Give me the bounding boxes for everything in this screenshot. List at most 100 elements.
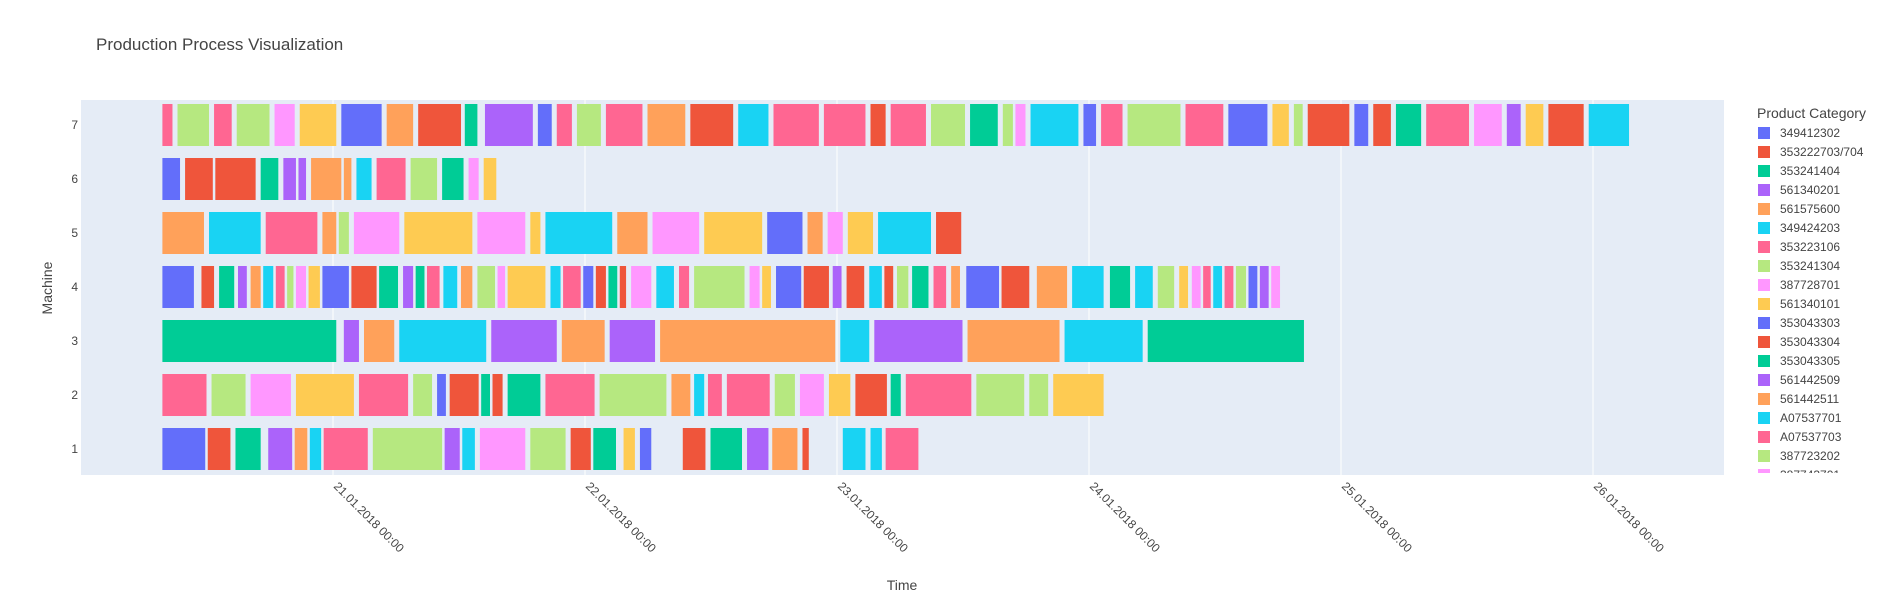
task-bar	[162, 212, 204, 254]
legend-label[interactable]: 353241304	[1780, 259, 1840, 273]
task-bar	[1053, 374, 1104, 416]
y-tick-label: 1	[71, 442, 78, 456]
legend-label[interactable]: 353043303	[1780, 316, 1840, 330]
legend-label[interactable]: 561442509	[1780, 373, 1840, 387]
legend-swatch	[1758, 412, 1770, 424]
task-bar	[287, 266, 294, 308]
legend-label[interactable]: 561575600	[1780, 202, 1840, 216]
task-bar	[631, 266, 652, 308]
task-bar	[311, 158, 342, 200]
task-bar	[1525, 104, 1544, 146]
task-bar	[656, 266, 674, 308]
legend-label[interactable]: A07537703	[1780, 430, 1842, 444]
legend-label[interactable]: 387743701	[1780, 468, 1840, 482]
task-bar	[323, 428, 368, 470]
task-bar	[561, 320, 605, 362]
task-bar	[177, 104, 210, 146]
task-bar	[870, 428, 882, 470]
x-tick-label: 23.01.2018 00:00	[835, 479, 911, 555]
task-bar	[162, 374, 207, 416]
task-bar	[599, 374, 667, 416]
legend-label[interactable]: 387723202	[1780, 449, 1840, 463]
legend-label[interactable]: 353241404	[1780, 164, 1840, 178]
chart-title: Production Process Visualization	[96, 35, 343, 54]
legend-label[interactable]: 561340101	[1780, 297, 1840, 311]
legend-label[interactable]: 349424203	[1780, 221, 1840, 235]
y-axis-ticks: 1 2 3 4 5 6 7	[71, 118, 78, 456]
task-bar	[1030, 104, 1079, 146]
task-bar	[162, 158, 181, 200]
legend-label[interactable]: 349412302	[1780, 126, 1840, 140]
y-tick-label: 3	[71, 334, 78, 348]
task-bar	[492, 374, 503, 416]
task-bar	[403, 266, 414, 308]
legend: Product Category 349412302353222703/7043…	[1757, 105, 1866, 482]
task-bar	[1036, 266, 1068, 308]
task-bar	[726, 374, 770, 416]
task-bar	[660, 320, 836, 362]
task-bar	[275, 266, 285, 308]
task-bar	[1029, 374, 1049, 416]
task-bar	[358, 374, 409, 416]
task-bar	[842, 428, 866, 470]
task-bar	[1064, 320, 1143, 362]
y-tick-label: 4	[71, 280, 78, 294]
task-bar	[617, 212, 648, 254]
task-bar	[1147, 320, 1304, 362]
task-bar	[283, 158, 296, 200]
task-bar	[442, 158, 464, 200]
legend-label[interactable]: 387728701	[1780, 278, 1840, 292]
legend-swatch	[1758, 279, 1770, 291]
task-bar	[545, 374, 595, 416]
task-bar	[832, 266, 842, 308]
task-bar	[690, 104, 734, 146]
legend-label[interactable]: 353223106	[1780, 240, 1840, 254]
legend-swatch	[1758, 184, 1770, 196]
task-bar	[410, 158, 438, 200]
task-bar	[563, 266, 581, 308]
task-bar	[363, 320, 395, 362]
legend-label[interactable]: 353222703/704	[1780, 145, 1864, 159]
task-bar	[376, 158, 406, 200]
task-bar	[556, 104, 572, 146]
task-bar	[1228, 104, 1268, 146]
legend-label[interactable]: 561340201	[1780, 183, 1840, 197]
x-tick-label: 24.01.2018 00:00	[1087, 479, 1163, 555]
legend-swatch	[1758, 336, 1770, 348]
task-bar	[341, 104, 382, 146]
legend-label[interactable]: 353043304	[1780, 335, 1840, 349]
x-tick-label: 26.01.2018 00:00	[1591, 479, 1667, 555]
legend-items: 349412302 353222703/704 353241404 561340201…	[1758, 126, 1864, 482]
task-bar	[399, 320, 487, 362]
task-bar	[1002, 104, 1013, 146]
task-bar	[799, 374, 824, 416]
task-bar	[479, 428, 526, 470]
task-bar	[379, 266, 399, 308]
task-bar	[619, 266, 627, 308]
task-bar	[694, 266, 745, 308]
x-axis-title: Time	[887, 577, 918, 593]
task-bar	[609, 320, 656, 362]
task-bar	[353, 212, 400, 254]
task-bar	[671, 374, 691, 416]
task-bar	[767, 212, 803, 254]
task-bar	[268, 428, 293, 470]
task-bar	[497, 266, 506, 308]
legend-swatch	[1758, 127, 1770, 139]
task-bar	[828, 374, 851, 416]
bars-layer	[162, 104, 1630, 470]
task-bar	[905, 374, 972, 416]
task-bar	[1506, 104, 1521, 146]
task-bar	[1271, 266, 1281, 308]
legend-swatch	[1758, 165, 1770, 177]
task-bar	[774, 374, 795, 416]
legend-label[interactable]: A07537701	[1780, 411, 1842, 425]
legend-label[interactable]: 353043305	[1780, 354, 1840, 368]
legend-swatch	[1758, 355, 1770, 367]
y-tick-label: 5	[71, 226, 78, 240]
legend-label[interactable]: 561442511	[1780, 392, 1840, 406]
task-bar	[260, 158, 279, 200]
task-bar	[444, 428, 460, 470]
task-bar	[418, 104, 462, 146]
